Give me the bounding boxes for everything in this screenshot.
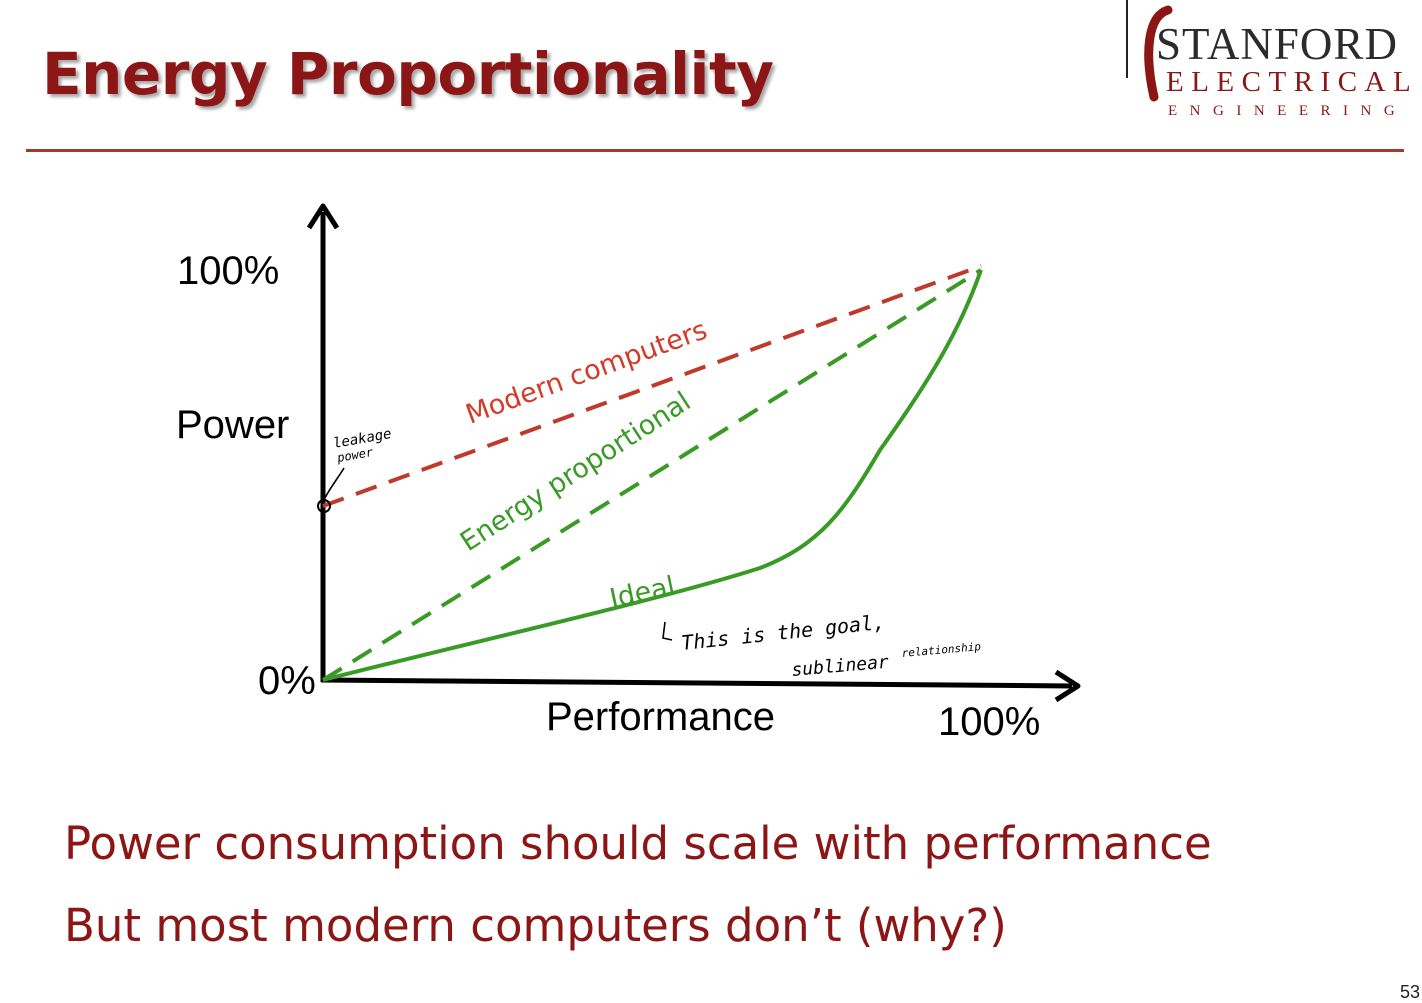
slide-number: 53: [1399, 982, 1420, 1002]
y-axis-arrow-icon: [306, 203, 340, 230]
x-axis-arrow-icon: [1054, 669, 1081, 703]
y-axis-label: Power: [176, 403, 289, 447]
bullet-modern-computers: But most modern computers don’t (why?): [64, 899, 1007, 952]
goal-bracket: [662, 621, 673, 641]
goal-annotation-line1: This is the goal,: [680, 610, 886, 655]
modern-computers-curve: [322, 264, 982, 508]
energy-proportional-curve: [321, 268, 983, 682]
title-divider: [26, 149, 1404, 152]
logo-stanford: STANFORD: [1156, 19, 1398, 69]
x-axis: [320, 677, 1073, 689]
axes: [306, 203, 1081, 703]
ideal-curve: [322, 269, 983, 682]
origin-label: 0%: [258, 659, 316, 703]
ideal-label: Ideal: [607, 571, 678, 615]
bullet-power-scale: Power consumption should scale with perf…: [64, 817, 1212, 870]
leakage-annotation-line2: power: [335, 445, 375, 465]
x-axis-label: Performance: [546, 695, 775, 739]
logo-arc-icon: [1144, 5, 1173, 102]
leakage-marker: [317, 499, 331, 513]
leakage-pointer: [324, 467, 345, 499]
stanford-logo: STANFORD ELECTRICAL ENGINEERING: [1126, 0, 1416, 130]
x-max-label: 100%: [938, 700, 1040, 744]
goal-annotation-line2: sublinear: [791, 652, 890, 681]
y-max-label: 100%: [177, 249, 279, 293]
slide-title: Energy Proportionality: [42, 40, 774, 108]
logo-engineering: ENGINEERING: [1168, 103, 1408, 119]
goal-annotation-line3: relationship: [901, 640, 982, 660]
logo-electrical: ELECTRICAL: [1166, 66, 1419, 98]
logo-divider: [1126, 0, 1128, 78]
